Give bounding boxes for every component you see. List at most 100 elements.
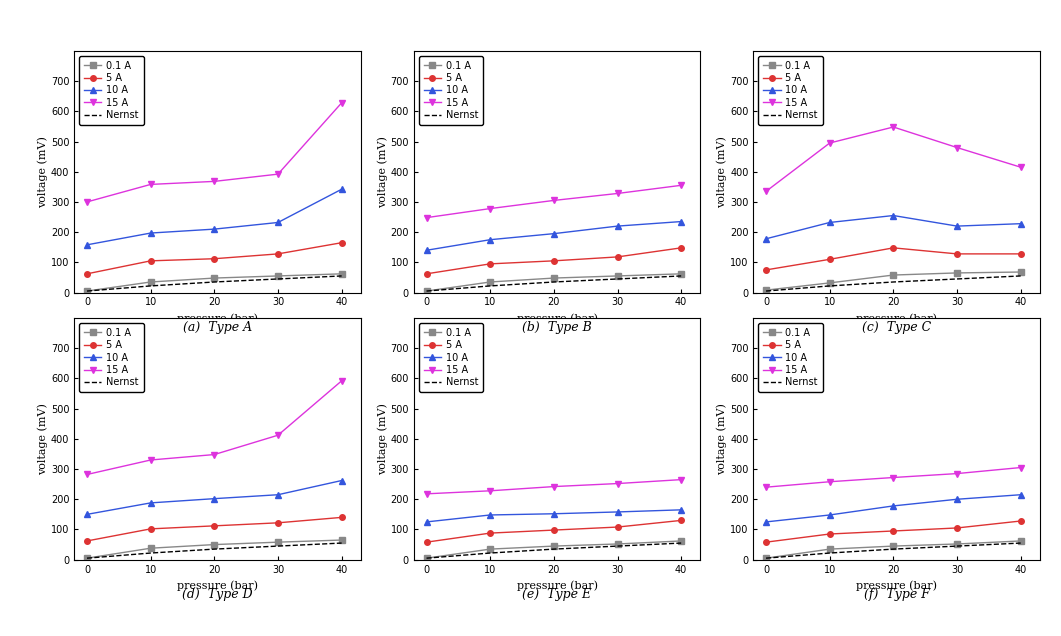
15 A	[484, 205, 497, 212]
Text: (b)  Type B: (b) Type B	[522, 321, 592, 334]
Legend: 0.1 A, 5 A, 10 A, 15 A, Nernst: 0.1 A, 5 A, 10 A, 15 A, Nernst	[759, 323, 822, 392]
0.1 A	[335, 536, 348, 544]
10 A	[144, 499, 157, 507]
5 A	[335, 514, 348, 522]
5 A	[1014, 517, 1027, 525]
Legend: 0.1 A, 5 A, 10 A, 15 A, Nernst: 0.1 A, 5 A, 10 A, 15 A, Nernst	[759, 56, 822, 125]
5 A	[823, 256, 836, 263]
0.1 A	[760, 286, 772, 294]
Y-axis label: voltage (mV): voltage (mV)	[37, 135, 48, 208]
0.1 A	[1014, 537, 1027, 545]
Legend: 0.1 A, 5 A, 10 A, 15 A, Nernst: 0.1 A, 5 A, 10 A, 15 A, Nernst	[419, 323, 483, 392]
10 A	[208, 495, 221, 502]
5 A	[547, 526, 560, 534]
10 A	[823, 219, 836, 226]
15 A	[887, 474, 900, 481]
Line: 10 A: 10 A	[423, 219, 684, 253]
Nernst	[887, 278, 900, 286]
5 A	[484, 260, 497, 268]
5 A	[272, 519, 284, 527]
5 A	[144, 257, 157, 265]
5 A	[675, 516, 688, 524]
5 A	[951, 524, 963, 532]
0.1 A	[760, 555, 772, 562]
10 A	[675, 506, 688, 514]
Nernst	[611, 275, 624, 283]
10 A	[951, 223, 963, 230]
5 A	[760, 266, 772, 273]
Line: 15 A: 15 A	[84, 100, 345, 205]
Nernst	[208, 545, 221, 553]
Line: 15 A: 15 A	[763, 465, 1024, 490]
Text: (e)  Type E: (e) Type E	[522, 588, 592, 601]
5 A	[675, 244, 688, 252]
10 A	[335, 186, 348, 193]
15 A	[951, 144, 963, 151]
0.1 A	[887, 271, 900, 279]
Line: 15 A: 15 A	[423, 183, 684, 221]
X-axis label: pressure (bar): pressure (bar)	[517, 580, 597, 591]
0.1 A	[484, 545, 497, 553]
Line: 5 A: 5 A	[763, 518, 1024, 545]
Nernst	[272, 275, 284, 283]
Line: 5 A: 5 A	[84, 240, 345, 277]
Nernst	[420, 287, 433, 295]
5 A	[420, 270, 433, 278]
5 A	[484, 529, 497, 537]
15 A	[611, 190, 624, 197]
15 A	[208, 177, 221, 185]
Nernst	[951, 275, 963, 283]
Y-axis label: voltage (mV): voltage (mV)	[377, 403, 387, 475]
10 A	[547, 510, 560, 518]
Line: 0.1 A: 0.1 A	[763, 538, 1024, 561]
Nernst	[547, 278, 560, 286]
Y-axis label: voltage (mV): voltage (mV)	[716, 135, 727, 208]
10 A	[1014, 220, 1027, 228]
Line: 15 A: 15 A	[84, 378, 345, 477]
5 A	[887, 244, 900, 252]
0.1 A	[272, 272, 284, 280]
10 A	[81, 241, 93, 249]
Line: Nernst: Nernst	[766, 543, 1021, 558]
Nernst	[760, 287, 772, 295]
Line: 5 A: 5 A	[84, 515, 345, 544]
Nernst	[675, 272, 688, 280]
0.1 A	[272, 538, 284, 546]
10 A	[81, 511, 93, 518]
0.1 A	[823, 545, 836, 553]
10 A	[611, 223, 624, 230]
5 A	[823, 530, 836, 538]
10 A	[823, 511, 836, 519]
10 A	[887, 502, 900, 509]
Nernst	[823, 282, 836, 290]
15 A	[823, 139, 836, 147]
Nernst	[1014, 272, 1027, 280]
15 A	[951, 470, 963, 478]
0.1 A	[675, 270, 688, 278]
Nernst	[675, 539, 688, 547]
Nernst	[484, 550, 497, 557]
Y-axis label: voltage (mV): voltage (mV)	[37, 403, 48, 475]
5 A	[611, 253, 624, 261]
Line: 5 A: 5 A	[423, 245, 684, 277]
15 A	[611, 480, 624, 487]
10 A	[1014, 491, 1027, 499]
0.1 A	[547, 543, 560, 550]
0.1 A	[951, 540, 963, 548]
5 A	[208, 255, 221, 263]
15 A	[208, 451, 221, 459]
10 A	[208, 225, 221, 233]
15 A	[272, 170, 284, 178]
X-axis label: pressure (bar): pressure (bar)	[177, 313, 258, 324]
Nernst	[887, 545, 900, 553]
Y-axis label: voltage (mV): voltage (mV)	[377, 135, 387, 208]
Line: 5 A: 5 A	[763, 245, 1024, 273]
0.1 A	[484, 278, 497, 286]
0.1 A	[208, 541, 221, 548]
5 A	[335, 239, 348, 247]
0.1 A	[547, 274, 560, 282]
Nernst	[611, 543, 624, 550]
0.1 A	[144, 278, 157, 286]
X-axis label: pressure (bar): pressure (bar)	[177, 580, 258, 591]
Line: Nernst: Nernst	[427, 543, 681, 558]
